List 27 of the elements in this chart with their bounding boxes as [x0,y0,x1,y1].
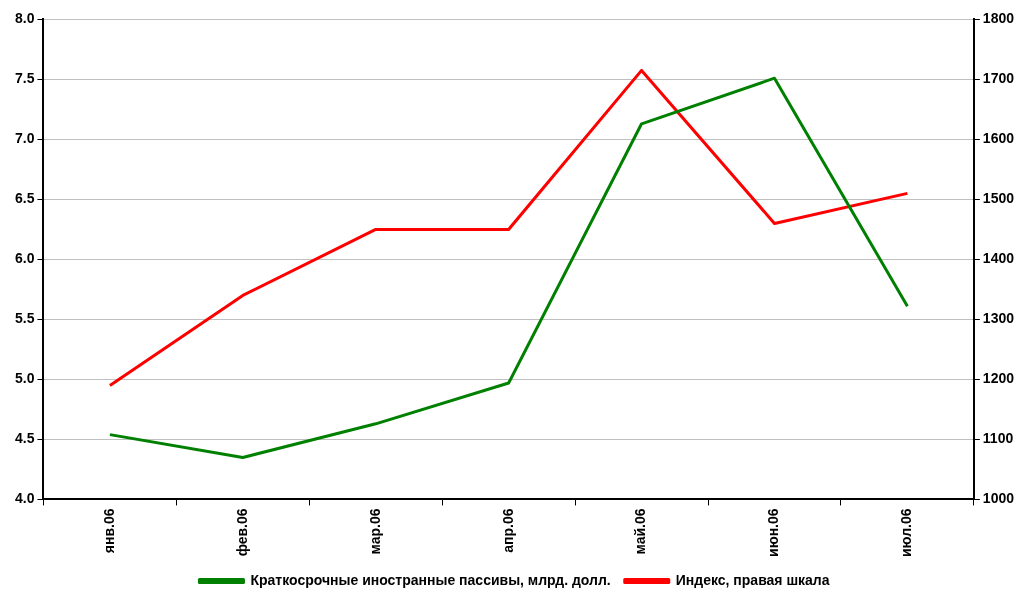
y-tick-label: 4.0 [14,490,35,507]
y2-tick-label: 1700 [982,70,1015,87]
y-tick-label: 6.5 [14,190,35,207]
y2-tick-label: 1800 [982,10,1015,27]
y2-tick-label: 1000 [982,490,1015,507]
x-tick-label: июл.06 [898,508,915,558]
y-tick-label: 6.0 [14,250,35,267]
y2-tick-label: 1200 [982,370,1015,387]
y2-tick-label: 1300 [982,310,1015,327]
x-tick-label: янв.06 [100,508,117,554]
y-tick-label: 5.5 [14,310,35,327]
x-tick-label: июн.06 [765,508,782,557]
x-tick-label: май.06 [632,508,649,555]
y-tick-label: 7.5 [14,70,35,87]
x-tick-label: фев.06 [233,508,250,557]
y2-tick-label: 1600 [982,130,1015,147]
y2-tick-label: 1100 [982,430,1014,447]
legend-label: Краткосрочные иностранные пассивы, млрд. долл. [250,571,611,588]
y-tick-label: 5.0 [14,370,35,387]
x-tick-label: апр.06 [499,508,516,553]
y-tick-label: 4.5 [14,430,35,447]
x-tick-label: мар.06 [366,508,383,555]
y2-tick-label: 1500 [982,190,1015,207]
y-tick-label: 7.0 [14,130,35,147]
y-tick-label: 8.0 [14,10,35,27]
y2-tick-label: 1400 [982,250,1015,267]
legend-label: Индекс, правая шкала [675,571,830,588]
